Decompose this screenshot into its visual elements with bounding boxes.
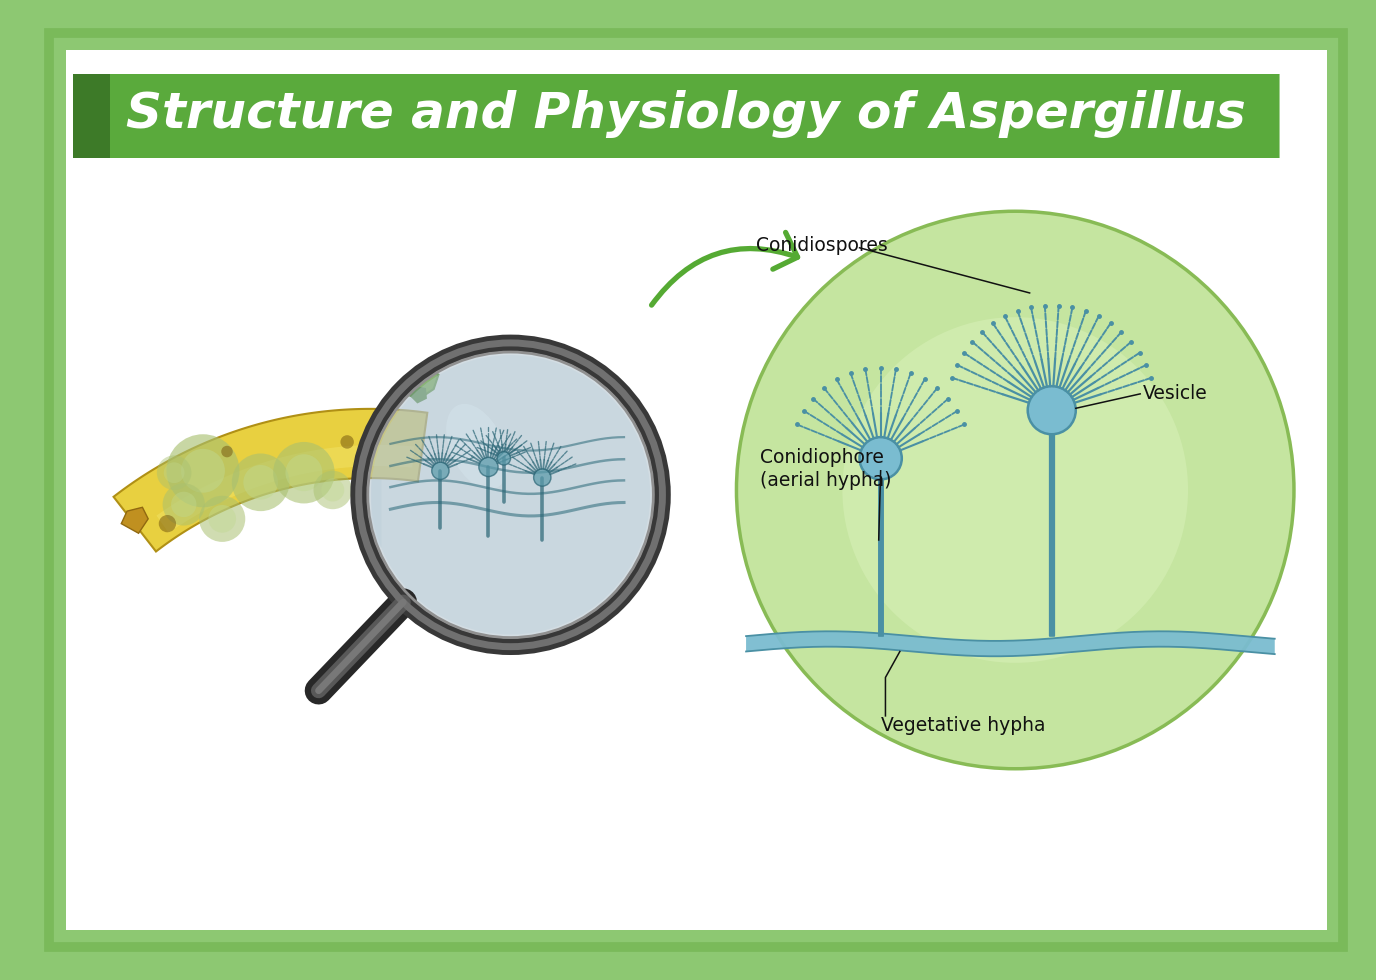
Bar <box>73 74 1280 159</box>
Polygon shape <box>1050 411 1054 636</box>
Circle shape <box>231 454 289 512</box>
Polygon shape <box>1280 74 1325 159</box>
Bar <box>73 74 110 159</box>
Circle shape <box>842 318 1187 662</box>
Circle shape <box>497 452 510 465</box>
Circle shape <box>479 458 498 476</box>
Polygon shape <box>405 367 439 399</box>
Circle shape <box>534 468 550 486</box>
Circle shape <box>314 470 352 510</box>
Text: Vegetative hypha: Vegetative hypha <box>881 716 1046 735</box>
Polygon shape <box>157 445 414 533</box>
Circle shape <box>359 343 662 647</box>
Circle shape <box>244 465 278 500</box>
Polygon shape <box>372 442 381 548</box>
Text: Conidiophore
(aerial hypha): Conidiophore (aerial hypha) <box>761 448 892 490</box>
Ellipse shape <box>446 404 508 490</box>
Circle shape <box>158 515 176 532</box>
FancyArrowPatch shape <box>652 232 798 305</box>
Circle shape <box>162 483 205 525</box>
Circle shape <box>340 435 354 449</box>
Circle shape <box>164 463 184 483</box>
Circle shape <box>274 442 334 504</box>
Circle shape <box>182 449 224 493</box>
Polygon shape <box>410 386 427 404</box>
Polygon shape <box>879 459 882 636</box>
Circle shape <box>736 212 1293 768</box>
Circle shape <box>208 505 237 533</box>
Polygon shape <box>114 409 428 552</box>
Circle shape <box>157 456 191 490</box>
Circle shape <box>166 434 239 508</box>
Circle shape <box>222 446 233 458</box>
Circle shape <box>285 455 322 491</box>
Text: Structure and Physiology of Aspergillus: Structure and Physiology of Aspergillus <box>127 90 1245 138</box>
Polygon shape <box>121 508 149 533</box>
Circle shape <box>860 437 901 479</box>
Circle shape <box>321 478 344 502</box>
Circle shape <box>200 496 245 542</box>
Circle shape <box>372 355 651 634</box>
Text: Conidiospores: Conidiospores <box>755 236 888 256</box>
Circle shape <box>171 492 197 517</box>
Circle shape <box>432 463 449 479</box>
Text: Vesicle: Vesicle <box>1143 384 1208 404</box>
Circle shape <box>1028 386 1076 434</box>
